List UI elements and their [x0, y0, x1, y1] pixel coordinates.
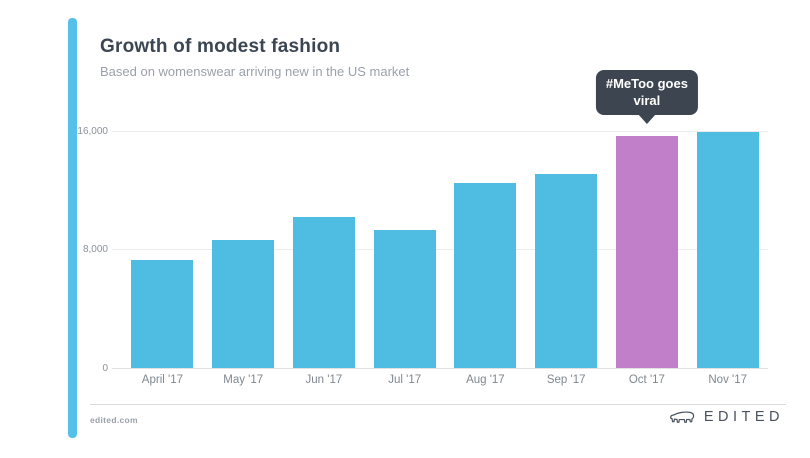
- accent-stripe: [68, 18, 77, 438]
- x-tick-label: Nov '17: [708, 374, 748, 386]
- footer-divider: [90, 404, 786, 405]
- bar-aug-17: [454, 182, 517, 368]
- bar-april-17: [131, 259, 194, 368]
- x-tick-label: Jul '17: [388, 374, 422, 386]
- plot-area: [122, 0, 768, 368]
- bear-logo-icon: [669, 408, 697, 425]
- annotation-tooltip: #MeToo goes viral: [595, 70, 698, 115]
- x-tick-label: May '17: [223, 374, 264, 386]
- x-axis-line: [112, 368, 768, 369]
- x-tick-label: Jun '17: [305, 374, 343, 386]
- x-tick-label: Aug '17: [466, 374, 505, 386]
- x-tick-label: Sep '17: [546, 374, 586, 386]
- chart-subtitle: Based on womenswear arriving new in the …: [100, 64, 410, 79]
- chart-title: Growth of modest fashion: [100, 36, 341, 57]
- bar-may-17: [212, 239, 275, 368]
- gridline: [112, 130, 768, 132]
- y-tick-label: 8,000: [82, 244, 108, 256]
- bar-oct-17: [615, 136, 678, 368]
- source-text: edited.com: [90, 415, 138, 425]
- x-tick-label: Oct '17: [628, 374, 665, 386]
- bar-nov-17: [696, 132, 759, 368]
- annotation-line-2: viral: [633, 93, 661, 108]
- bar-sep-17: [535, 173, 598, 368]
- brand-name: EDITED: [703, 408, 784, 425]
- y-tick-label: 0: [102, 363, 108, 374]
- bar-jul-17: [373, 230, 436, 368]
- annotation-line-1: #MeToo goes: [605, 76, 688, 91]
- brand-logo: EDITED: [669, 408, 784, 425]
- gridline: [112, 249, 768, 251]
- bar-jun-17: [292, 216, 355, 368]
- x-tick-label: April '17: [141, 374, 183, 386]
- y-tick-label: 16,000: [77, 125, 108, 137]
